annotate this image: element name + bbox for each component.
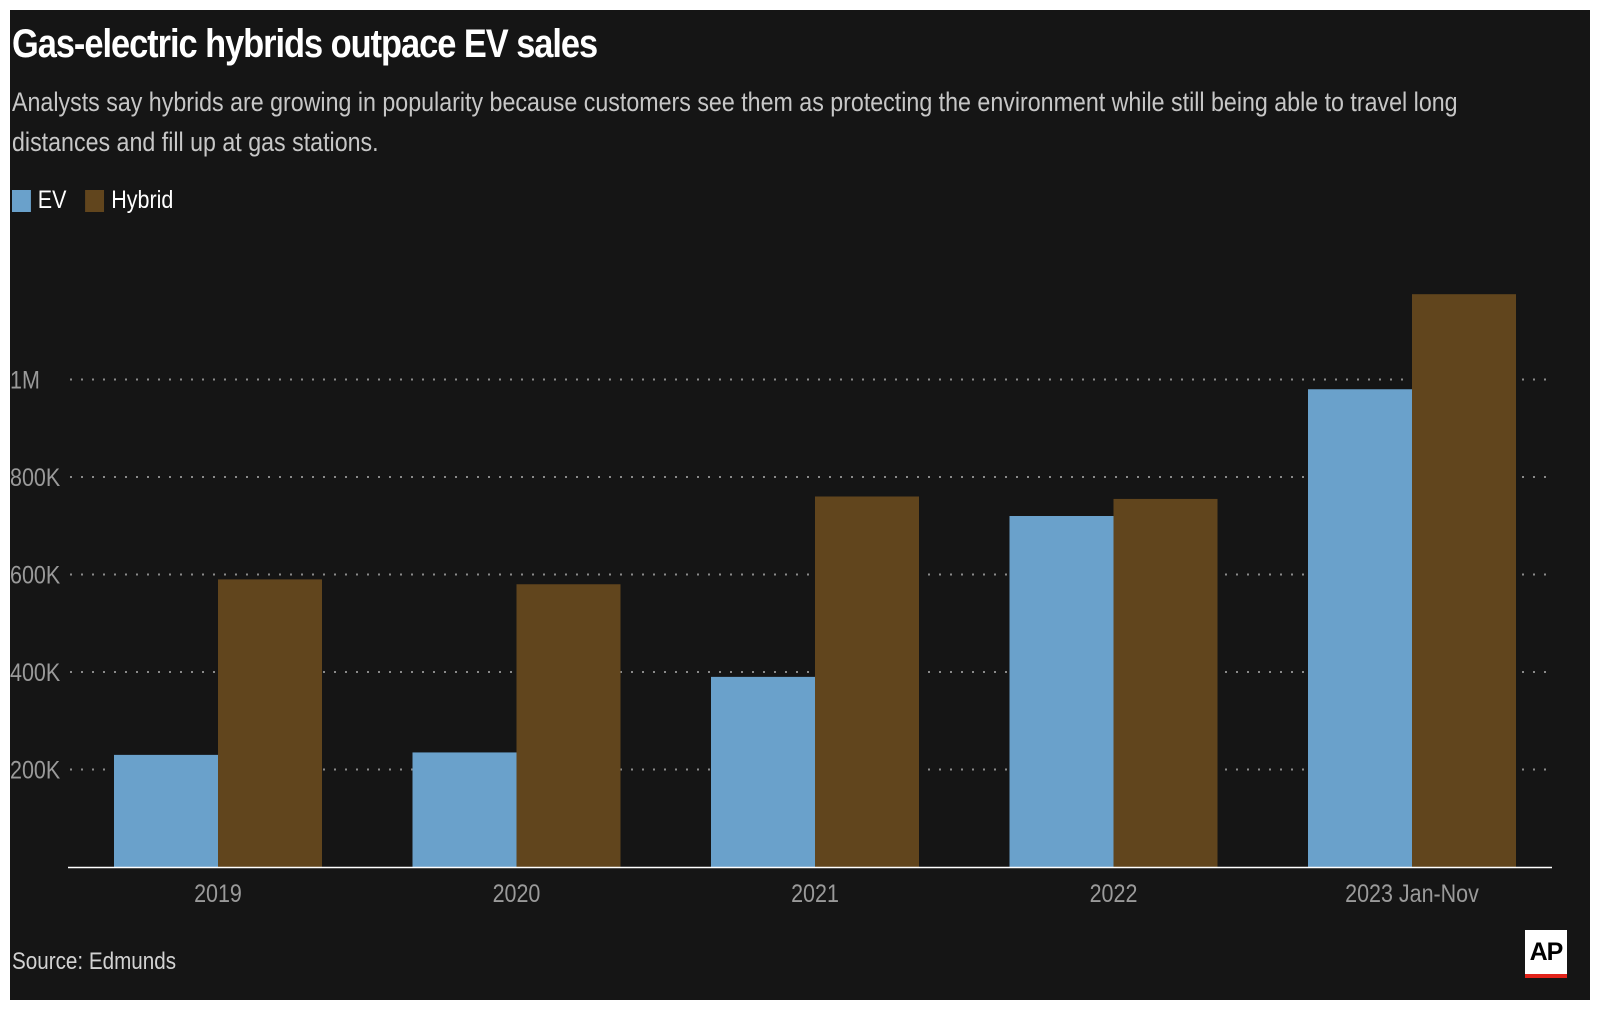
y-tick-label: 600K [10,561,61,589]
bar-hybrid [1412,294,1516,867]
bar-hybrid [218,579,322,867]
bar-ev [1009,516,1114,867]
y-tick-label: 200K [10,756,61,784]
x-tick-label: 2023 Jan-Nov [1345,879,1479,907]
legend-item-hybrid: Hybrid [85,186,173,215]
chart-panel: Gas-electric hybrids outpace EV sales An… [10,10,1590,1000]
source-note: Source: Edmunds [12,948,177,975]
legend-label-hybrid: Hybrid [111,186,174,214]
legend-swatch-hybrid [85,189,105,212]
legend-item-ev: EV [12,186,66,215]
bar-ev [711,676,815,867]
bar-ev [114,754,218,867]
x-tick-label: 2019 [194,879,242,907]
x-tick-label: 2020 [493,879,541,907]
y-tick-label: 1M [10,366,40,394]
ap-logo: AP [1525,930,1567,978]
x-tick-label: 2022 [1090,879,1138,907]
bar-hybrid [516,584,621,867]
legend-swatch-ev [12,189,31,212]
x-tick-label: 2021 [791,879,839,907]
y-tick-label: 400K [10,658,61,686]
legend-label-ev: EV [37,186,67,214]
y-tick-label: 800K [10,463,61,491]
chart-subtitle: Analysts say hybrids are growing in popu… [12,87,1458,157]
chart-title: Gas-electric hybrids outpace EV sales [12,22,598,66]
bar-chart: 200K 400K 600K 800K 1M 2019 2020 2021 2022 2023 J… [10,294,1552,907]
legend: EV Hybrid [12,186,192,215]
bar-hybrid [1113,498,1218,867]
bar-ev [1308,389,1412,867]
bar-ev [412,752,517,867]
bar-hybrid [815,496,919,867]
